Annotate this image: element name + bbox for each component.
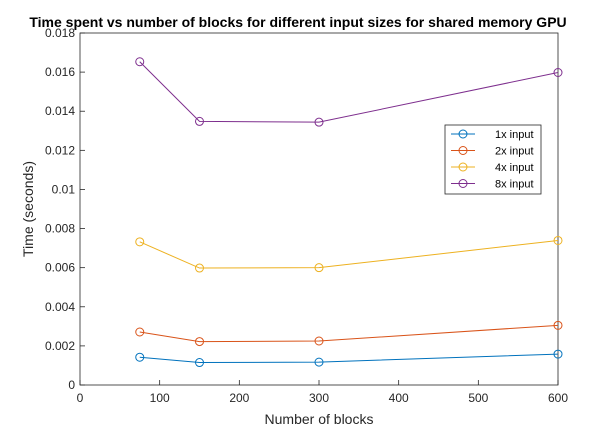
y-tick-label: 0.012 [45, 143, 75, 157]
data-point-3 [135, 237, 145, 247]
data-point-2 [195, 337, 204, 347]
y-axis: 0 0.002 0.004 0.006 0.008 0.01 0.012 0.014 0.016… [45, 26, 85, 392]
data-point-2 [314, 336, 324, 346]
y-axis-title: Time (seconds) [20, 161, 36, 257]
data-point-2 [553, 320, 563, 330]
y-tick-label: 0.014 [45, 104, 75, 118]
data-point-4 [195, 116, 204, 126]
data-point-1 [195, 358, 204, 368]
data-point-3 [553, 235, 563, 245]
x-tick-label: 100 [150, 391, 170, 405]
x-axis-title: Number of blocks [265, 411, 374, 427]
y-tick-label: 0.006 [45, 261, 75, 275]
series-line-3 [139, 239, 559, 269]
data-point-4 [135, 57, 145, 67]
data-point-1 [135, 352, 145, 362]
y-tick-label: 0.01 [52, 182, 76, 196]
legend-label: 4x input [495, 162, 534, 174]
data-point-3 [195, 263, 204, 273]
series-line-1 [139, 353, 559, 364]
legend-swatch-marker [458, 146, 468, 155]
x-axis: 0 100 200 300 400 500 600 [77, 380, 568, 405]
data-point-3 [314, 263, 324, 273]
x-tick-label: 0 [77, 391, 84, 405]
data-point-1 [314, 357, 324, 367]
data-point-4 [314, 117, 324, 127]
legend: 1x input 2x input 4x input 8x input [444, 124, 542, 195]
x-tick-label: 500 [468, 391, 488, 405]
y-tick-label: 0 [68, 378, 75, 392]
y-tick-label: 0.008 [45, 222, 75, 236]
legend-label: 8x input [495, 179, 534, 191]
series-line-4 [139, 61, 559, 123]
x-tick-label: 600 [548, 391, 568, 405]
legend-label: 1x input [495, 129, 534, 141]
data-point-4 [553, 68, 563, 78]
x-tick-label: 300 [309, 391, 329, 405]
x-tick-label: 200 [229, 391, 249, 405]
y-tick-label: 0.018 [45, 26, 75, 40]
data-point-2 [135, 327, 145, 337]
y-tick-label: 0.002 [45, 339, 75, 353]
plot-area [79, 32, 559, 386]
legend-box [444, 124, 542, 195]
y-tick-label: 0.016 [45, 65, 75, 79]
y-tick-label: 0.004 [45, 300, 75, 314]
data-point-1 [553, 349, 563, 359]
legend-swatch-marker [458, 129, 468, 139]
x-tick-label: 400 [389, 391, 409, 405]
legend-swatch-marker [458, 162, 468, 172]
legend-label: 2x input [495, 146, 534, 158]
legend-swatch-marker [458, 179, 468, 188]
series-line-2 [139, 324, 559, 343]
chart-title: Time spent vs number of blocks for diffe… [29, 14, 566, 30]
series-layer [135, 57, 563, 368]
